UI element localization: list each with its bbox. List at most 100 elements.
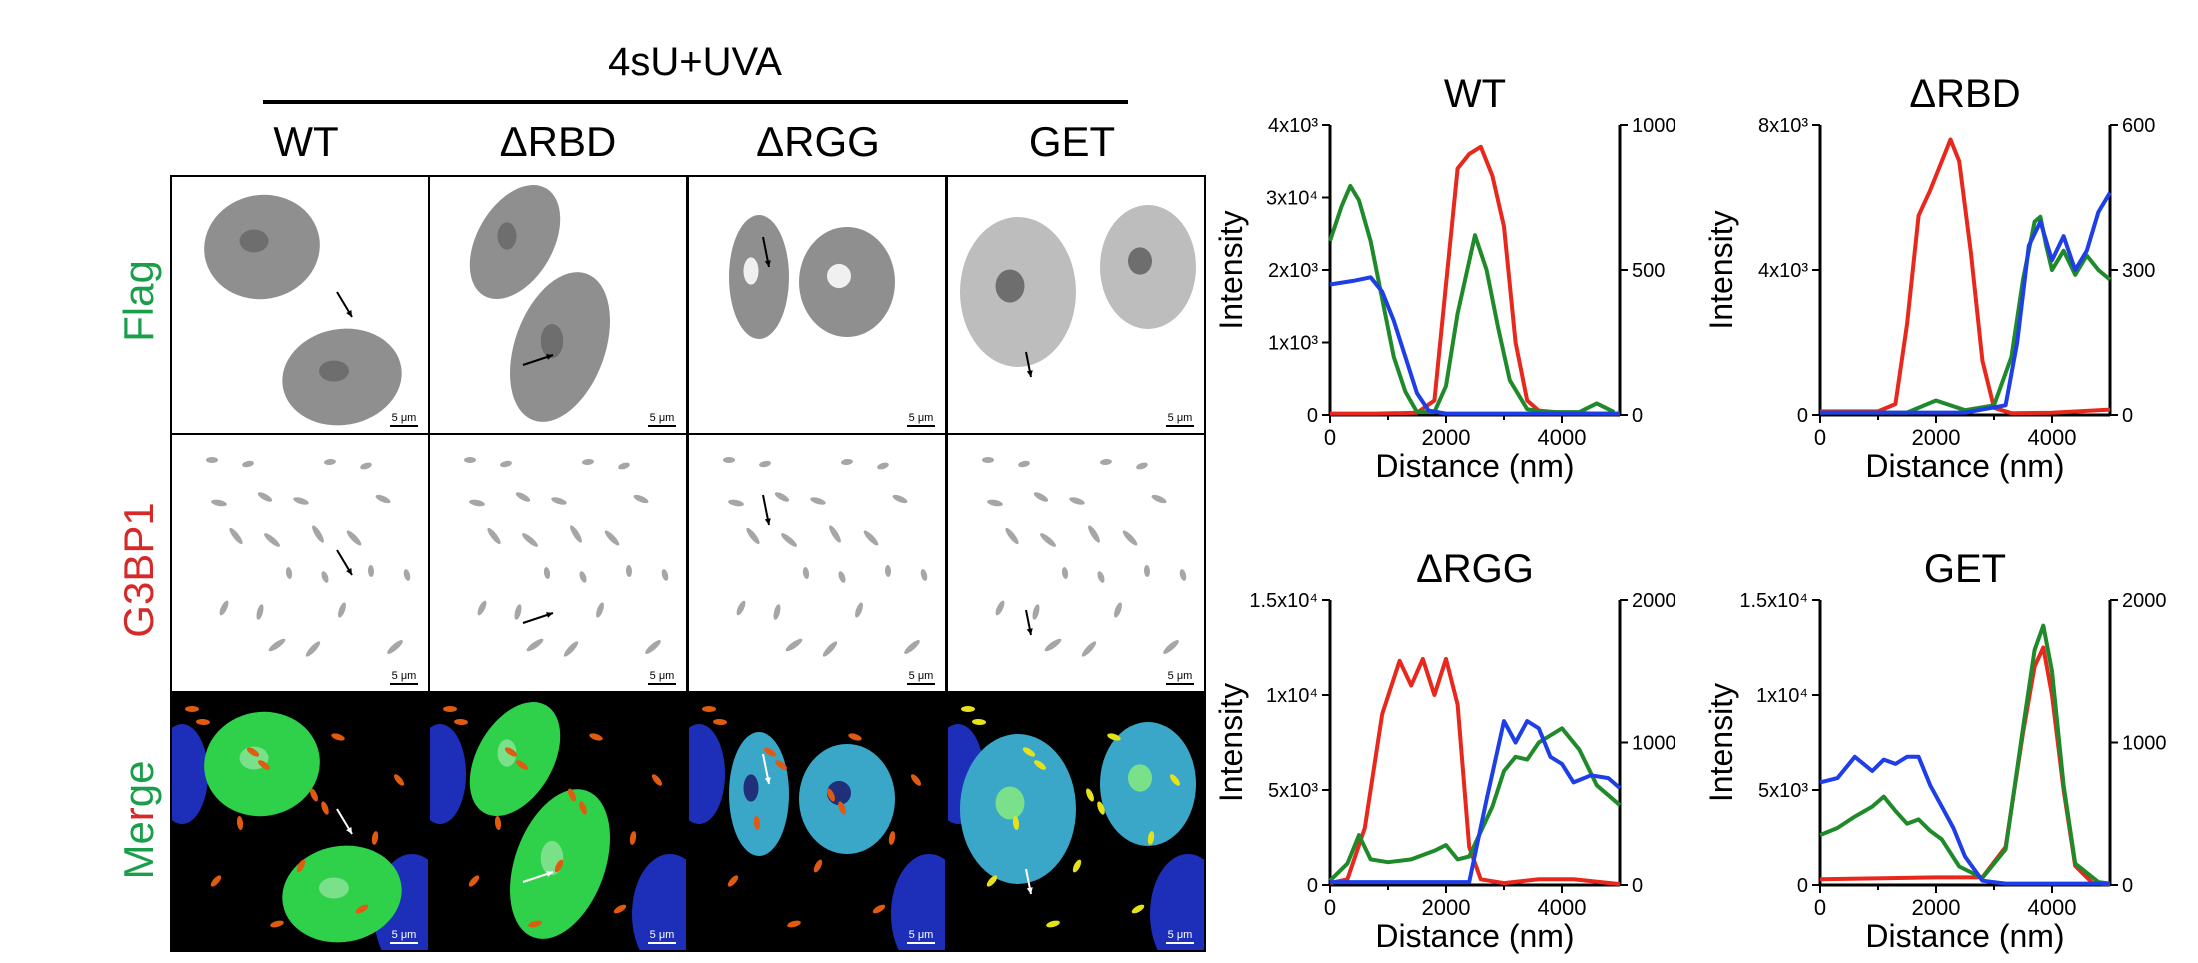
- y-left-tick-label: 1x10⁴: [1266, 685, 1318, 707]
- row-label-flag: Flag: [113, 171, 165, 431]
- micrograph-merge-drbd: 5 μm: [428, 692, 688, 952]
- scale-bar-label: 5 μm: [1167, 929, 1193, 941]
- scale-bar: 5 μm: [1166, 412, 1194, 427]
- scale-bar-label: 5 μm: [391, 412, 417, 424]
- scale-bar-line: [1166, 425, 1194, 427]
- y-axis-label: Intensity: [1703, 683, 1739, 802]
- column-label-wt: WT: [273, 118, 339, 165]
- y-left-tick-label: 1.5x10⁴: [1249, 590, 1318, 612]
- row-label-merge: Merge: [113, 690, 165, 950]
- y-left-tick-label: 2x10³: [1268, 260, 1318, 282]
- y-right-tick-label: 1000: [1632, 733, 1675, 755]
- scale-bar-label: 5 μm: [391, 670, 417, 682]
- chart-svg: ΔRBD 0 2000 4000 0 4x10³ 8x10³ 0 300 600 Distance …: [1703, 72, 2155, 484]
- series-line-blue: [1819, 754, 2110, 886]
- micrograph-image: [723, 457, 928, 657]
- x-tick-label: 2000: [1912, 895, 1961, 920]
- y-left-tick-label: 8x10³: [1758, 115, 1808, 137]
- y-right-tick-label: 0: [2122, 405, 2133, 427]
- series-line-green: [1820, 214, 2112, 415]
- micrograph-image: [689, 706, 945, 950]
- micrograph-merge-wt: 5 μm: [170, 692, 430, 952]
- y-right-tick-label: 0: [1632, 875, 1643, 897]
- x-tick-label: 4000: [2028, 425, 2077, 450]
- micrograph-flag-wt: 5 μm: [170, 175, 430, 435]
- y-left-tick-label: 1.5x10⁴: [1739, 590, 1808, 612]
- x-tick-label: 4000: [2028, 895, 2077, 920]
- profile-plot-drgg: ΔRGG 0 2000 4000 0 5x10³ 1x10⁴ 1.5x10⁴ 0 1000 2000…: [1205, 530, 1677, 958]
- y-left-tick-label: 4x10³: [1758, 260, 1808, 282]
- scale-bar-label: 5 μm: [908, 412, 934, 424]
- micrograph-image: [948, 706, 1204, 950]
- micrograph-merge-get: 5 μm: [946, 692, 1206, 952]
- micrograph-image: [204, 194, 402, 426]
- chart-title: WT: [1444, 72, 1506, 116]
- column-label-get: GET: [1028, 118, 1116, 165]
- y-left-tick-label: 1x10³: [1268, 333, 1318, 355]
- row-label-flag-text: Flag: [115, 260, 162, 342]
- y-right-tick-label: 600: [2122, 115, 2155, 137]
- row-label-g3bp1: G3BP1: [113, 440, 165, 700]
- scale-bar: 5 μm: [648, 929, 676, 944]
- y-left-tick-label: 5x10³: [1758, 780, 1808, 802]
- y-right-tick-label: 0: [1632, 405, 1643, 427]
- scale-bar-label: 5 μm: [1167, 670, 1193, 682]
- scale-bar: 5 μm: [907, 929, 935, 944]
- scale-bar-label: 5 μm: [391, 929, 417, 941]
- scale-bar-line: [390, 942, 418, 944]
- y-right-tick-label: 2000: [2122, 590, 2167, 612]
- y-left-tick-label: 3x10⁴: [1266, 188, 1318, 210]
- y-right-tick-label: 1000: [2122, 733, 2167, 755]
- micrograph-image: [464, 457, 669, 657]
- y-left-tick-label: 0: [1307, 875, 1318, 897]
- scale-bar-line: [907, 683, 935, 685]
- micrograph-image: [206, 457, 411, 657]
- micrograph-image: [172, 706, 428, 950]
- micrograph-merge-drgg: 5 μm: [687, 692, 947, 952]
- scale-bar: 5 μm: [390, 412, 418, 427]
- x-axis-label: Distance (nm): [1375, 448, 1574, 484]
- scale-bar-label: 5 μm: [908, 929, 934, 941]
- scale-bar: 5 μm: [907, 412, 935, 427]
- y-axis-label: Intensity: [1213, 210, 1249, 329]
- series-line-red: [1819, 645, 2111, 887]
- micrograph-flag-get: 5 μm: [946, 175, 1206, 435]
- micrograph-flag-drbd: 5 μm: [428, 175, 688, 435]
- row-label-g3bp1-text: G3BP1: [115, 502, 162, 638]
- scale-bar: 5 μm: [648, 670, 676, 685]
- row-label-merge-part-1: Me: [115, 821, 162, 880]
- y-left-tick-label: 1x10⁴: [1756, 685, 1808, 707]
- series-line-green: [1819, 623, 2111, 886]
- scale-bar-line: [390, 683, 418, 685]
- y-right-tick-label: 0: [2122, 875, 2133, 897]
- y-left-tick-label: 0: [1797, 405, 1808, 427]
- x-tick-label: 2000: [1422, 425, 1471, 450]
- scale-bar-line: [648, 425, 676, 427]
- chart-svg: WT 0 2000 4000 0 1x10³ 2x10³ 3x10⁴ 4x10³ 0 500 1000…: [1213, 72, 1677, 484]
- column-label-drbd: ΔRBD: [499, 118, 617, 165]
- y-axis-label: Intensity: [1703, 210, 1739, 329]
- micrograph-g3bp1-drbd: 5 μm: [428, 433, 688, 693]
- scale-bar-label: 5 μm: [649, 670, 675, 682]
- chart-title: GET: [1924, 547, 2006, 591]
- scale-bar-line: [1166, 942, 1194, 944]
- scale-bar: 5 μm: [390, 670, 418, 685]
- x-tick-label: 4000: [1538, 425, 1587, 450]
- row-label-merge-part-3: ge: [115, 760, 162, 808]
- series-line-blue: [1820, 191, 2112, 415]
- scale-bar: 5 μm: [1166, 670, 1194, 685]
- y-right-tick-label: 1000: [1632, 115, 1675, 137]
- y-right-tick-label: 500: [1632, 260, 1665, 282]
- scale-bar-line: [907, 425, 935, 427]
- micrograph-g3bp1-drgg: 5 μm: [687, 433, 947, 693]
- treatment-bracket-line: [263, 100, 1128, 104]
- scale-bar: 5 μm: [907, 670, 935, 685]
- scale-bar: 5 μm: [390, 929, 418, 944]
- micrograph-g3bp1-wt: 5 μm: [170, 433, 430, 693]
- x-tick-label: 0: [1324, 895, 1336, 920]
- scale-bar: 5 μm: [648, 412, 676, 427]
- x-tick-label: 2000: [1422, 895, 1471, 920]
- y-right-tick-label: 2000: [1632, 590, 1675, 612]
- chart-title: ΔRBD: [1909, 72, 2020, 116]
